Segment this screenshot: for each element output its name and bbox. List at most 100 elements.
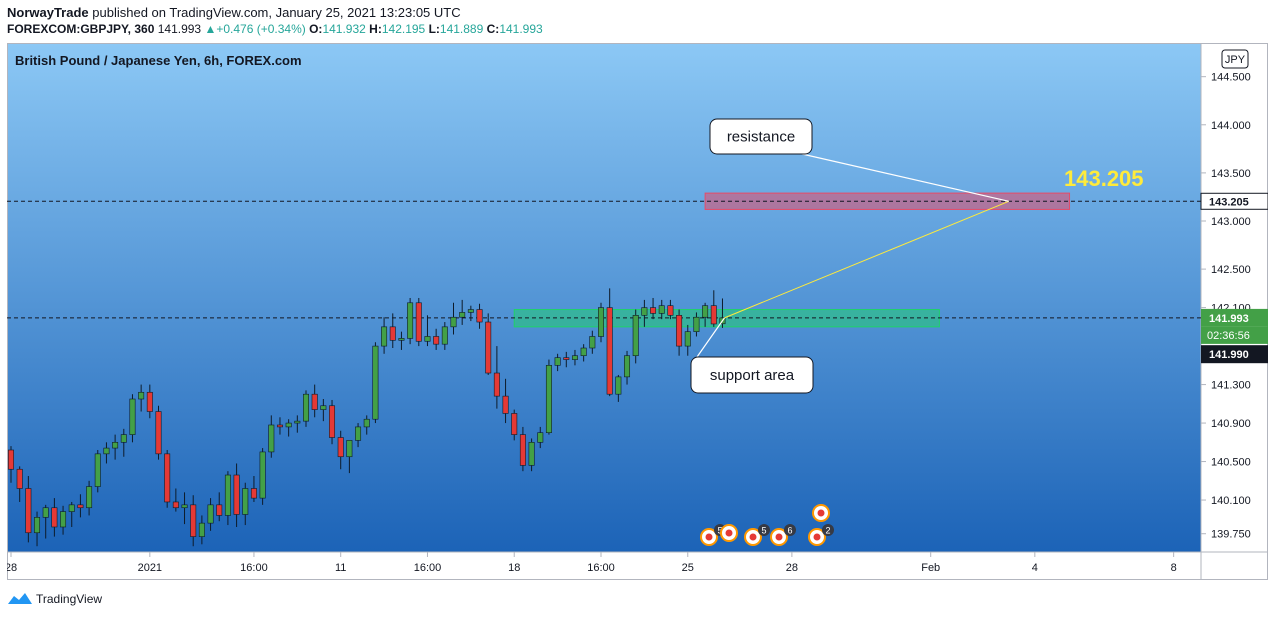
candle[interactable]: [372, 342, 379, 424]
candle[interactable]: [485, 313, 492, 375]
candle[interactable]: [398, 331, 405, 350]
close-label: C:: [486, 22, 500, 36]
candle[interactable]: [433, 328, 440, 350]
candle[interactable]: [146, 384, 153, 419]
candle[interactable]: [224, 471, 231, 526]
candle[interactable]: [164, 450, 171, 508]
candle[interactable]: [337, 430, 344, 470]
trend-line[interactable]: [724, 200, 1009, 319]
candle[interactable]: [285, 419, 292, 437]
candle[interactable]: [710, 290, 717, 327]
candle[interactable]: [389, 313, 396, 349]
candle[interactable]: [571, 349, 578, 366]
candle[interactable]: [207, 498, 214, 531]
economic-event-top[interactable]: [812, 504, 830, 522]
candle[interactable]: [467, 305, 474, 322]
currency-badge[interactable]: [1221, 49, 1249, 69]
candle[interactable]: [363, 415, 370, 435]
candle[interactable]: [702, 302, 709, 327]
candle[interactable]: [242, 482, 249, 526]
candle[interactable]: [86, 480, 93, 516]
economic-event-us[interactable]: 6: [770, 524, 796, 546]
candle[interactable]: [34, 511, 41, 547]
economic-event-us[interactable]: 5: [744, 524, 770, 546]
candle[interactable]: [346, 440, 353, 474]
candle[interactable]: [259, 448, 266, 505]
candle[interactable]: [94, 450, 101, 493]
candle[interactable]: [268, 415, 275, 458]
candle[interactable]: [303, 390, 309, 427]
candle[interactable]: [355, 423, 362, 448]
candle[interactable]: [502, 378, 509, 424]
candle[interactable]: [519, 426, 526, 472]
candle[interactable]: [632, 309, 639, 364]
candle[interactable]: [8, 446, 14, 483]
candle-body: [667, 305, 674, 316]
candle[interactable]: [537, 426, 544, 449]
candle[interactable]: [112, 434, 119, 460]
low-label: L:: [428, 22, 440, 36]
candle[interactable]: [528, 438, 535, 472]
candle[interactable]: [615, 374, 622, 402]
candle[interactable]: [563, 351, 570, 368]
candle[interactable]: [598, 302, 604, 343]
candle[interactable]: [233, 463, 240, 527]
candle[interactable]: [77, 494, 84, 518]
candle[interactable]: [693, 312, 700, 337]
candle[interactable]: [450, 302, 457, 335]
candle[interactable]: [276, 417, 283, 435]
candle[interactable]: [329, 399, 336, 445]
candle[interactable]: [311, 384, 318, 418]
resistance-callout[interactable]: resistance: [709, 118, 1009, 202]
candle[interactable]: [676, 309, 683, 356]
candle[interactable]: [68, 501, 75, 527]
candle[interactable]: [129, 394, 136, 443]
candle[interactable]: [16, 466, 23, 502]
candle[interactable]: [60, 505, 67, 535]
candle[interactable]: [415, 297, 422, 347]
candle[interactable]: [684, 324, 691, 356]
candle[interactable]: [493, 346, 500, 409]
candle[interactable]: [120, 428, 127, 457]
candle[interactable]: [103, 442, 110, 464]
candle[interactable]: [181, 492, 188, 525]
candle[interactable]: [580, 344, 587, 362]
candle[interactable]: [511, 409, 518, 441]
candle[interactable]: [441, 322, 448, 350]
author-name[interactable]: NorwayTrade: [7, 5, 89, 20]
candle[interactable]: [658, 299, 665, 320]
candle[interactable]: [407, 297, 414, 345]
candle[interactable]: [320, 399, 327, 422]
candle[interactable]: [51, 498, 58, 537]
candle[interactable]: [172, 488, 179, 512]
candle[interactable]: [42, 504, 49, 539]
candle[interactable]: [381, 317, 388, 354]
candle[interactable]: [545, 359, 552, 435]
candle[interactable]: [589, 330, 596, 354]
candle[interactable]: [155, 405, 162, 460]
candle[interactable]: [216, 492, 223, 522]
candle[interactable]: [424, 315, 431, 347]
candle[interactable]: [459, 299, 466, 325]
candle[interactable]: [667, 299, 674, 320]
candle[interactable]: [624, 350, 631, 385]
candle[interactable]: [25, 475, 32, 543]
candle[interactable]: [650, 297, 657, 320]
candle-body: [502, 395, 509, 414]
support-area-callout[interactable]: support area: [690, 317, 814, 394]
economic-event-uk[interactable]: 2: [808, 524, 834, 546]
candle[interactable]: [606, 288, 613, 397]
candle[interactable]: [138, 384, 145, 412]
resistance-zone[interactable]: [704, 192, 1071, 210]
candle[interactable]: [554, 353, 561, 372]
candle[interactable]: [476, 303, 483, 329]
tradingview-footer[interactable]: TradingView: [8, 592, 102, 606]
countdown-tag: [1201, 326, 1268, 344]
economic-event-us[interactable]: [720, 524, 738, 542]
price-chart[interactable]: 139.750140.100140.500140.900141.300142.1…: [7, 43, 1268, 580]
candle[interactable]: [190, 495, 197, 547]
candle[interactable]: [250, 475, 257, 502]
candle[interactable]: [294, 415, 301, 433]
candle[interactable]: [198, 515, 205, 545]
candle[interactable]: [641, 299, 648, 327]
